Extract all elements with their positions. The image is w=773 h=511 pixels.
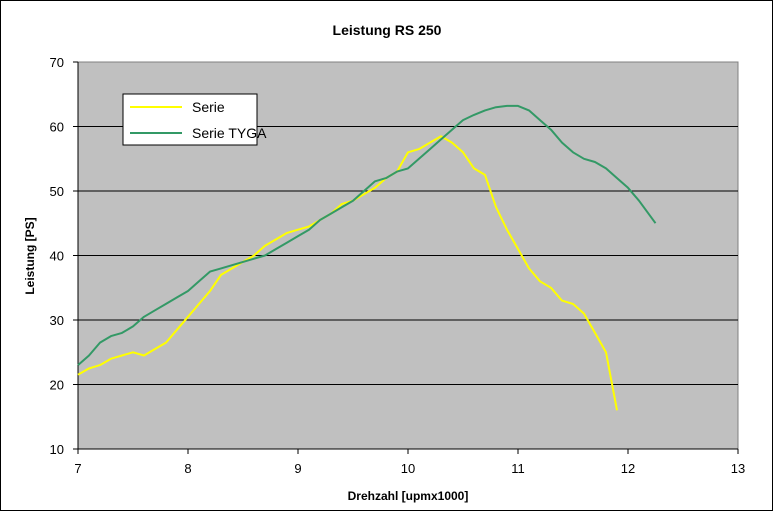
x-tick-label: 10 [401, 461, 415, 476]
series-line-serie-tyga [77, 104, 657, 366]
x-axis-label: Drehzahl [upmx1000] [348, 489, 469, 503]
y-axis-label: Leistung [PS] [23, 217, 37, 294]
x-tick-label: 7 [74, 461, 81, 476]
y-tick-label: 50 [50, 184, 64, 199]
x-tick-label: 12 [621, 461, 635, 476]
legend-label-serie: Serie [192, 99, 225, 115]
y-tick-label: 30 [50, 313, 64, 328]
x-tick-label: 8 [184, 461, 191, 476]
series-lines [77, 104, 657, 411]
axes: 10 20 30 40 50 60 70 7 8 9 10 11 12 13 [50, 55, 746, 476]
legend-box [122, 93, 258, 146]
y-tick-label: 20 [50, 378, 64, 393]
y-tick-label: 70 [50, 55, 64, 70]
y-tick-label: 60 [50, 120, 64, 135]
chart-title: Leistung RS 250 [333, 22, 442, 38]
y-tick-label: 40 [50, 249, 64, 264]
x-tick-label: 9 [294, 461, 301, 476]
y-tick-label: 10 [50, 442, 64, 457]
x-tick-label: 11 [511, 461, 525, 476]
legend-label-serie-tyga: Serie TYGA [192, 125, 267, 141]
x-tick-label: 13 [731, 461, 745, 476]
series-line-serie [77, 135, 618, 411]
legend: Serie Serie TYGA [122, 93, 267, 146]
